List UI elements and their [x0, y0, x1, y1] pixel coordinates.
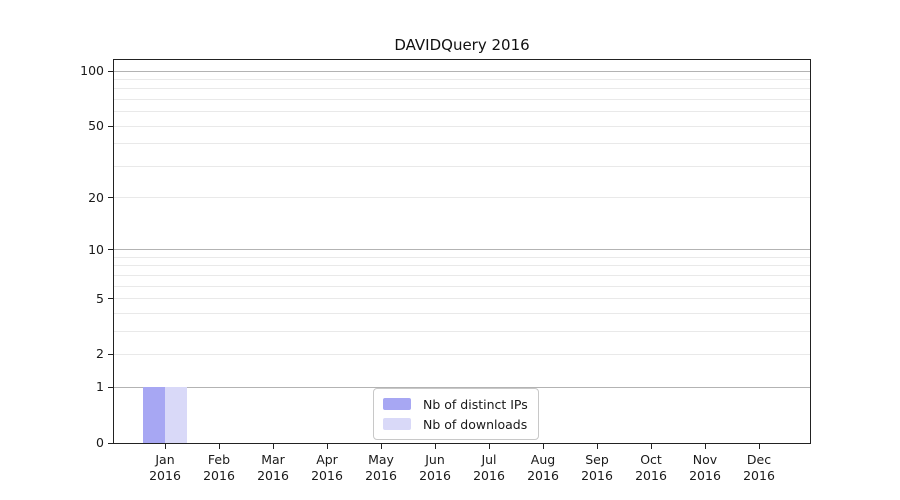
gridline-minor — [114, 256, 810, 258]
x-tick-mark — [326, 444, 328, 449]
gridline-minor — [114, 143, 810, 145]
legend-swatch-downloads — [383, 418, 411, 430]
gridline-minor — [114, 330, 810, 332]
chart-title: DAVIDQuery 2016 — [394, 36, 530, 54]
gridline-major — [114, 249, 810, 251]
gridline-minor — [114, 111, 810, 113]
bar-nb-of-downloads-jan — [165, 387, 187, 443]
y-tick-label: 10 — [88, 241, 104, 257]
x-tick-label: Nov 2016 — [689, 452, 721, 483]
y-tick-label: 100 — [80, 63, 104, 79]
x-tick-label: Jan 2016 — [149, 452, 181, 483]
x-tick-label: Mar 2016 — [257, 452, 289, 483]
x-tick-label: May 2016 — [365, 452, 397, 483]
gridline-minor — [114, 353, 810, 355]
y-tick-mark — [108, 442, 113, 444]
y-tick-mark — [108, 125, 113, 127]
bar-nb-of-distinct-ips-jan — [143, 387, 165, 443]
grid-layer — [114, 60, 810, 443]
x-tick-label: Sep 2016 — [581, 452, 613, 483]
x-tick-mark — [218, 444, 220, 449]
x-tick-mark — [380, 444, 382, 449]
y-tick-label: 1 — [96, 379, 104, 395]
legend-item-distinct-ips: Nb of distinct IPs — [383, 394, 528, 414]
x-tick-mark — [164, 444, 166, 449]
legend-label-downloads: Nb of downloads — [423, 416, 528, 432]
gridline-minor — [114, 79, 810, 81]
gridline-minor — [114, 165, 810, 167]
x-tick-mark — [488, 444, 490, 449]
y-tick-mark — [108, 70, 113, 72]
gridline-minor — [114, 285, 810, 287]
y-tick-label: 50 — [88, 118, 104, 134]
x-tick-label: Apr 2016 — [311, 452, 343, 483]
legend-item-downloads: Nb of downloads — [383, 414, 528, 434]
x-tick-label: Jun 2016 — [419, 452, 451, 483]
y-tick-label: 2 — [96, 346, 104, 362]
bar-layer — [114, 60, 810, 443]
plot-area: Nb of distinct IPs Nb of downloads — [113, 59, 811, 444]
legend: Nb of distinct IPs Nb of downloads — [373, 388, 539, 440]
gridline-minor — [114, 125, 810, 127]
x-tick-label: Feb 2016 — [203, 452, 235, 483]
x-tick-label: Jul 2016 — [473, 452, 505, 483]
y-tick-label: 0 — [96, 435, 104, 450]
gridline-major — [114, 386, 810, 388]
y-tick-mark — [108, 298, 113, 300]
x-tick-label: Dec 2016 — [743, 452, 775, 483]
gridline-minor — [114, 265, 810, 267]
y-tick-mark — [108, 249, 113, 251]
x-tick-label: Oct 2016 — [635, 452, 667, 483]
x-tick-mark — [704, 444, 706, 449]
x-tick-mark — [650, 444, 652, 449]
gridline-minor — [114, 88, 810, 90]
x-tick-mark — [272, 444, 274, 449]
gridline-minor — [114, 274, 810, 276]
gridline-minor — [114, 99, 810, 101]
gridline-minor — [114, 298, 810, 300]
y-tick-mark — [108, 353, 113, 355]
x-tick-mark — [542, 444, 544, 449]
legend-swatch-distinct-ips — [383, 398, 411, 410]
x-tick-mark — [434, 444, 436, 449]
y-tick-mark — [108, 197, 113, 199]
y-tick-label: 5 — [96, 290, 104, 306]
x-tick-label: Aug 2016 — [527, 452, 559, 483]
gridline-minor — [114, 312, 810, 314]
gridline-minor — [114, 197, 810, 199]
legend-label-distinct-ips: Nb of distinct IPs — [423, 396, 528, 412]
y-tick-label: 20 — [88, 189, 104, 205]
gridline-major — [114, 70, 810, 72]
x-tick-mark — [758, 444, 760, 449]
x-tick-mark — [596, 444, 598, 449]
y-tick-mark — [108, 386, 113, 388]
